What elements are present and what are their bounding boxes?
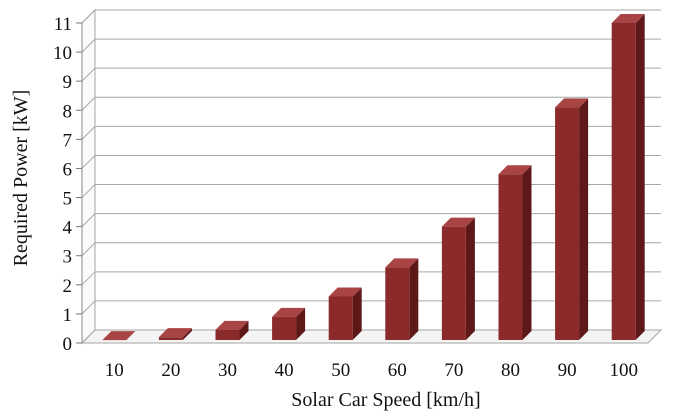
gridline bbox=[81, 125, 661, 140]
bar-top bbox=[272, 307, 306, 317]
x-tick-label: 90 bbox=[558, 360, 577, 381]
bar-front bbox=[158, 337, 183, 340]
gridline bbox=[81, 67, 661, 82]
y-tick-label: 5 bbox=[63, 189, 73, 210]
bar-front bbox=[385, 267, 410, 340]
bar-top bbox=[385, 258, 419, 268]
bar-top bbox=[102, 331, 136, 341]
bar-front bbox=[555, 107, 580, 340]
x-tick-label: 60 bbox=[388, 360, 407, 381]
y-tick-label: 9 bbox=[63, 72, 73, 93]
bar-front bbox=[441, 226, 466, 340]
bar-front bbox=[215, 329, 240, 340]
x-tick-label: 10 bbox=[105, 360, 124, 381]
bar-front bbox=[272, 316, 297, 340]
x-tick-label: 50 bbox=[331, 360, 350, 381]
bar-side bbox=[522, 165, 532, 340]
bar-side bbox=[239, 320, 249, 340]
x-tick-labels: 10 20 30 40 50 60 70 80 90 100 bbox=[105, 360, 638, 381]
bar-top bbox=[611, 14, 645, 23]
bar bbox=[328, 287, 362, 340]
bar bbox=[498, 165, 532, 340]
gridline bbox=[81, 9, 661, 24]
bar-side bbox=[182, 328, 192, 340]
bar-top bbox=[441, 217, 475, 227]
gridline bbox=[81, 213, 661, 227]
y-tick-label: 2 bbox=[63, 276, 73, 297]
y-tick-label: 1 bbox=[63, 305, 73, 326]
bar-top bbox=[215, 320, 249, 330]
bar-side bbox=[296, 307, 306, 340]
x-tick-label: 40 bbox=[275, 360, 294, 381]
x-tick-label: 100 bbox=[609, 360, 638, 381]
bar bbox=[102, 331, 136, 341]
bar bbox=[385, 258, 419, 340]
bar-side bbox=[465, 217, 475, 340]
bar bbox=[611, 14, 645, 340]
gridline bbox=[81, 184, 661, 198]
gridline bbox=[81, 154, 661, 169]
bar-side bbox=[635, 14, 645, 340]
bar bbox=[215, 320, 249, 340]
x-tick-label: 70 bbox=[444, 360, 463, 381]
side-wall bbox=[81, 8, 96, 345]
bar-side bbox=[352, 287, 362, 340]
bar-side bbox=[409, 258, 419, 340]
bar-top bbox=[328, 287, 362, 297]
y-tick-label: 3 bbox=[63, 247, 73, 268]
y-tick-label: 6 bbox=[63, 159, 73, 180]
x-axis-title: Solar Car Speed [km/h] bbox=[291, 389, 480, 411]
y-tick-label: 0 bbox=[63, 334, 73, 355]
x-tick-label: 20 bbox=[161, 360, 180, 381]
gridline bbox=[81, 38, 661, 53]
y-tick-label: 11 bbox=[54, 14, 72, 35]
bar bbox=[441, 217, 475, 340]
bar-top bbox=[498, 165, 532, 175]
x-tick-label: 30 bbox=[218, 360, 237, 381]
y-tick-label: 7 bbox=[63, 130, 73, 151]
y-tick-labels: 0 1 2 3 4 5 6 7 8 9 10 11 bbox=[53, 14, 73, 355]
bar bbox=[555, 98, 589, 340]
y-tick-label: 4 bbox=[63, 218, 73, 239]
bar-top bbox=[555, 98, 589, 108]
bar-front bbox=[611, 23, 636, 340]
bar-side bbox=[579, 98, 589, 340]
bar bbox=[158, 328, 192, 340]
bar-front bbox=[498, 174, 523, 340]
y-tick-label: 10 bbox=[53, 43, 72, 64]
bar-front bbox=[328, 296, 353, 340]
bars bbox=[102, 14, 645, 341]
gridline bbox=[81, 96, 661, 111]
x-tick-label: 80 bbox=[501, 360, 520, 381]
y-tick-label: 8 bbox=[63, 101, 73, 122]
bar-top bbox=[158, 328, 192, 338]
y-axis-title: Required Power [kW] bbox=[10, 90, 32, 267]
bar bbox=[272, 307, 306, 340]
